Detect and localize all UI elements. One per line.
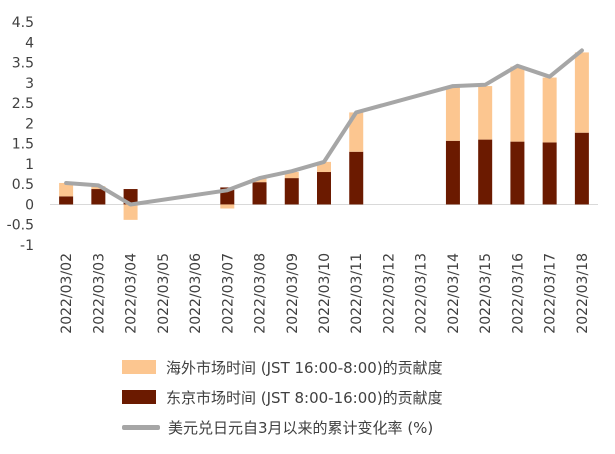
bar-tokyo [510,141,525,205]
bar-overseas [220,204,235,209]
y-tick-label: 1.5 [12,137,34,153]
x-tick-label: 2022/03/07 [220,253,236,334]
x-tick-label: 2022/03/03 [91,253,107,334]
x-tick-label: 2022/03/14 [446,253,462,334]
y-tick-label: 3 [25,76,34,92]
y-tick-label: 2 [25,116,34,132]
x-tick-label: 2022/03/12 [381,253,397,334]
bar-tokyo [574,132,589,205]
bar-tokyo [252,182,267,205]
y-tick-label: 0 [25,197,34,213]
bar-overseas [59,182,74,197]
y-tick-label: 2.5 [12,96,34,112]
x-tick-label: 2022/03/02 [59,253,75,334]
x-tick-label: 2022/03/09 [285,253,301,334]
bar-overseas [284,172,299,179]
y-tick-label: 0.5 [12,177,34,193]
y-tick-label: 1 [25,157,34,173]
legend-label-cumulative: 美元兑日元自3月以来的累计变化率 (%) [168,418,434,437]
x-tick-label: 2022/03/17 [543,253,559,334]
bar-overseas [574,52,589,133]
bar-overseas [123,204,138,220]
bar-tokyo [542,142,557,205]
x-tick-label: 2022/03/06 [188,253,204,334]
legend-label-tokyo: 东京市场时间 (JST 8:00-16:00)的贡献度 [166,388,443,407]
y-tick-label: 4 [25,35,34,51]
x-tick-label: 2022/03/11 [349,253,365,334]
y-tick-label: 3.5 [12,56,34,72]
bar-overseas [478,86,493,140]
legend-label-overseas: 海外市场时间 (JST 16:00-8:00)的贡献度 [166,358,443,377]
x-tick-label: 2022/03/13 [414,253,430,334]
x-tick-label: 2022/03/16 [510,253,526,334]
x-tick-label: 2022/03/04 [124,253,140,334]
legend-item-tokyo: 东京市场时间 (JST 8:00-16:00)的贡献度 [122,382,443,412]
y-tick-label: -1 [20,238,34,254]
bar-overseas [510,66,525,142]
legend-swatch-overseas [122,360,156,374]
bar-tokyo [284,178,299,205]
y-tick-label: 4.5 [12,15,34,31]
bar-tokyo [59,196,74,205]
x-tick-label: 2022/03/15 [478,253,494,334]
bar-overseas [445,86,460,141]
legend-item-overseas: 海外市场时间 (JST 16:00-8:00)的贡献度 [122,352,443,382]
legend-item-cumulative: 美元兑日元自3月以来的累计变化率 (%) [122,412,443,442]
bar-tokyo [478,139,493,205]
bar-tokyo [91,189,106,205]
bar-overseas [317,161,331,173]
bar-tokyo [349,151,364,205]
bar-overseas [542,77,557,143]
legend: 海外市场时间 (JST 16:00-8:00)的贡献度 东京市场时间 (JST … [122,352,443,442]
legend-line-cumulative [122,424,160,430]
x-tick-label: 2022/03/08 [253,253,269,334]
legend-swatch-tokyo [122,390,156,404]
bar-overseas [349,112,364,152]
x-tick-label: 2022/03/10 [317,253,333,334]
bar-tokyo [317,172,331,205]
bar-tokyo [445,140,460,205]
line-cumulative [64,48,584,207]
y-tick-label: -0.5 [7,218,34,234]
x-tick-label: 2022/03/05 [156,253,172,334]
x-tick-label: 2022/03/18 [575,253,591,334]
